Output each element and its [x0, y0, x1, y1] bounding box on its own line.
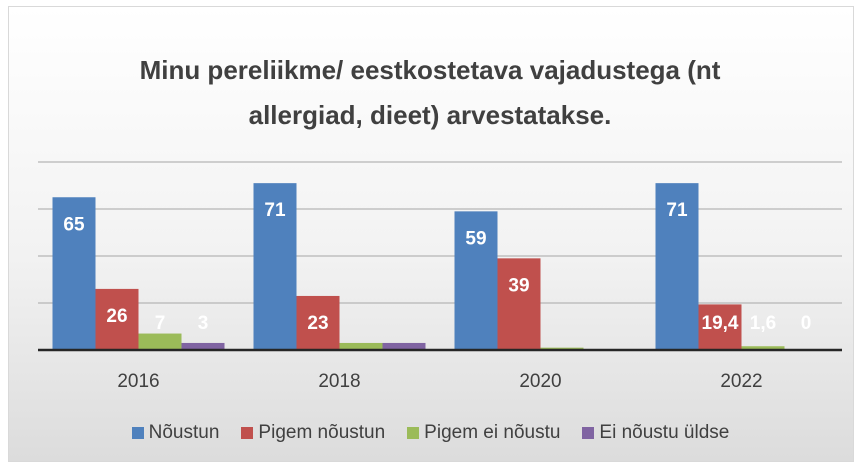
- legend-label: Nõustun: [148, 422, 220, 443]
- bar: [52, 197, 96, 350]
- data-label: 65: [63, 214, 85, 235]
- bar: [741, 346, 785, 350]
- x-tick-label: 2018: [318, 371, 360, 392]
- bar: [655, 183, 699, 350]
- bar: [497, 258, 541, 350]
- data-label: 71: [264, 200, 286, 221]
- data-label: 7: [155, 313, 166, 334]
- legend-swatch: [407, 427, 420, 439]
- bar: [95, 288, 139, 350]
- legend-item: Ei nõustu üldse: [582, 422, 729, 444]
- bar: [698, 304, 742, 350]
- bar: [138, 333, 182, 350]
- data-label: 59: [465, 228, 486, 249]
- bar: [253, 183, 297, 350]
- data-label: 26: [106, 306, 127, 327]
- data-label: 3: [198, 313, 209, 334]
- bar: [382, 342, 426, 350]
- legend-swatch: [131, 427, 144, 439]
- x-tick-label: 2016: [117, 371, 159, 392]
- bar: [339, 342, 383, 350]
- chart-area: [8, 6, 854, 462]
- legend-item: Nõustun: [131, 422, 220, 444]
- data-label: 19,4: [702, 313, 739, 334]
- data-label: 71: [666, 200, 688, 221]
- chart-title: Minu pereliikme/ eestkostetava vajaduste…: [139, 55, 721, 130]
- legend-item: Pigem nõustun: [241, 422, 385, 444]
- legend-label: Pigem ei nõustu: [424, 422, 561, 443]
- bar: [296, 295, 340, 350]
- legend-item: Pigem ei nõustu: [407, 422, 560, 444]
- legend-label: Pigem nõustun: [258, 422, 386, 443]
- legend-swatch: [241, 427, 254, 439]
- data-label: 0: [801, 313, 812, 334]
- x-tick-label: 2022: [720, 371, 762, 392]
- data-label: 23: [307, 313, 328, 334]
- legend-swatch: [582, 427, 595, 439]
- bar: [454, 211, 498, 350]
- data-label: 1,6: [750, 313, 776, 334]
- bar: [181, 342, 225, 350]
- data-label: 39: [508, 275, 529, 296]
- legend-label: Ei nõustu üldse: [599, 422, 730, 443]
- x-tick-label: 2020: [519, 371, 561, 392]
- legend: Nõustun Pigem nõustun Pigem ei nõustu Ei nõ…: [0, 422, 861, 444]
